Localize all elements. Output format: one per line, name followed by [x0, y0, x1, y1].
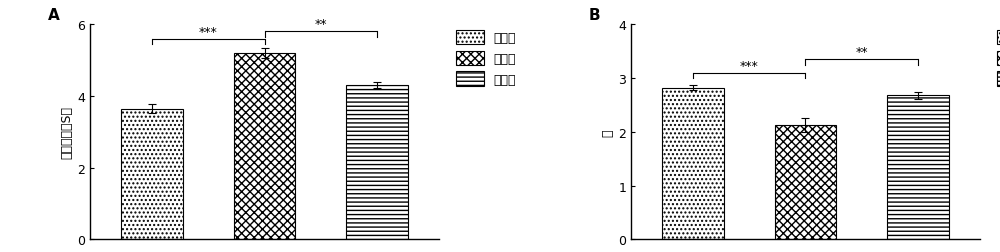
Legend: 空白组, 模型组, 给菌组: 空白组, 模型组, 给菌组 — [452, 27, 520, 90]
Bar — [887, 96, 949, 239]
Text: ***: *** — [740, 59, 759, 72]
Legend: 空白组, 模型组, 给菌组: 空白组, 模型组, 给菌组 — [993, 27, 1000, 90]
Y-axis label: 分: 分 — [601, 129, 614, 136]
Text: B: B — [589, 8, 601, 23]
Bar — [121, 109, 183, 239]
Text: **: ** — [315, 18, 327, 31]
Text: A: A — [48, 8, 60, 23]
Bar — [234, 54, 295, 239]
Text: ***: *** — [199, 25, 218, 38]
Text: **: ** — [856, 46, 868, 59]
Bar — [775, 126, 836, 239]
Bar — [346, 86, 408, 239]
Y-axis label: 爬杆时间（S）: 爬杆时间（S） — [60, 106, 73, 159]
Bar — [662, 88, 724, 239]
